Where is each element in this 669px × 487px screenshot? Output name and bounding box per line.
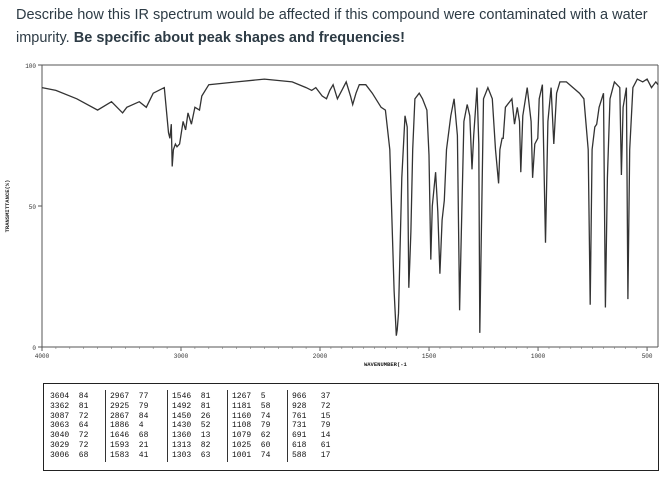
y-tick-label: 50 bbox=[29, 204, 37, 211]
peak-table-divider bbox=[227, 390, 228, 462]
x-axis-label: WAVENUMBER(-1 bbox=[364, 361, 408, 368]
x-tick-label: 3000 bbox=[174, 353, 189, 360]
peak-table-divider bbox=[287, 390, 288, 462]
chart-axes bbox=[38, 64, 659, 351]
x-tick-label: 1500 bbox=[422, 353, 437, 360]
spectrum-trace bbox=[41, 78, 659, 336]
x-tick-label: 2000 bbox=[313, 353, 328, 360]
peak-table-column: 1546 81 1492 81 1450 26 1430 52 1360 13 … bbox=[172, 392, 211, 460]
y-tick-label: 100 bbox=[25, 63, 36, 70]
peak-table-column: 3604 84 3362 81 3087 72 3063 64 3040 72 … bbox=[50, 392, 89, 460]
peak-table-column: 2967 77 2925 79 2867 84 1886 4 1646 68 1… bbox=[110, 392, 149, 460]
peak-table-column: 966 37 928 72 761 15 731 79 691 14 618 6… bbox=[292, 392, 331, 460]
x-tick-label: 4000 bbox=[35, 353, 50, 360]
question-emphasis: Be specific about peak shapes and freque… bbox=[73, 30, 405, 46]
peak-table-divider bbox=[167, 390, 168, 462]
peak-table: 3604 84 3362 81 3087 72 3063 64 3040 72 … bbox=[43, 383, 659, 471]
y-axis-label: TRANSMITTANCE(%) bbox=[4, 180, 11, 233]
ir-spectrum-figure: 100 50 0 4000 3000 2000 1500 1000 500 WAVENUMBER(… bbox=[0, 52, 669, 487]
question-body: Describe how this IR spectrum would be a… bbox=[16, 7, 648, 46]
x-tick-label: 1000 bbox=[531, 353, 546, 360]
peak-table-divider bbox=[105, 390, 106, 462]
peak-table-column: 1267 5 1181 58 1160 74 1108 79 1079 62 1… bbox=[232, 392, 271, 460]
x-tick-label: 500 bbox=[642, 353, 653, 360]
question-text: Describe how this IR spectrum would be a… bbox=[16, 4, 656, 50]
y-tick-label: 0 bbox=[32, 345, 36, 352]
